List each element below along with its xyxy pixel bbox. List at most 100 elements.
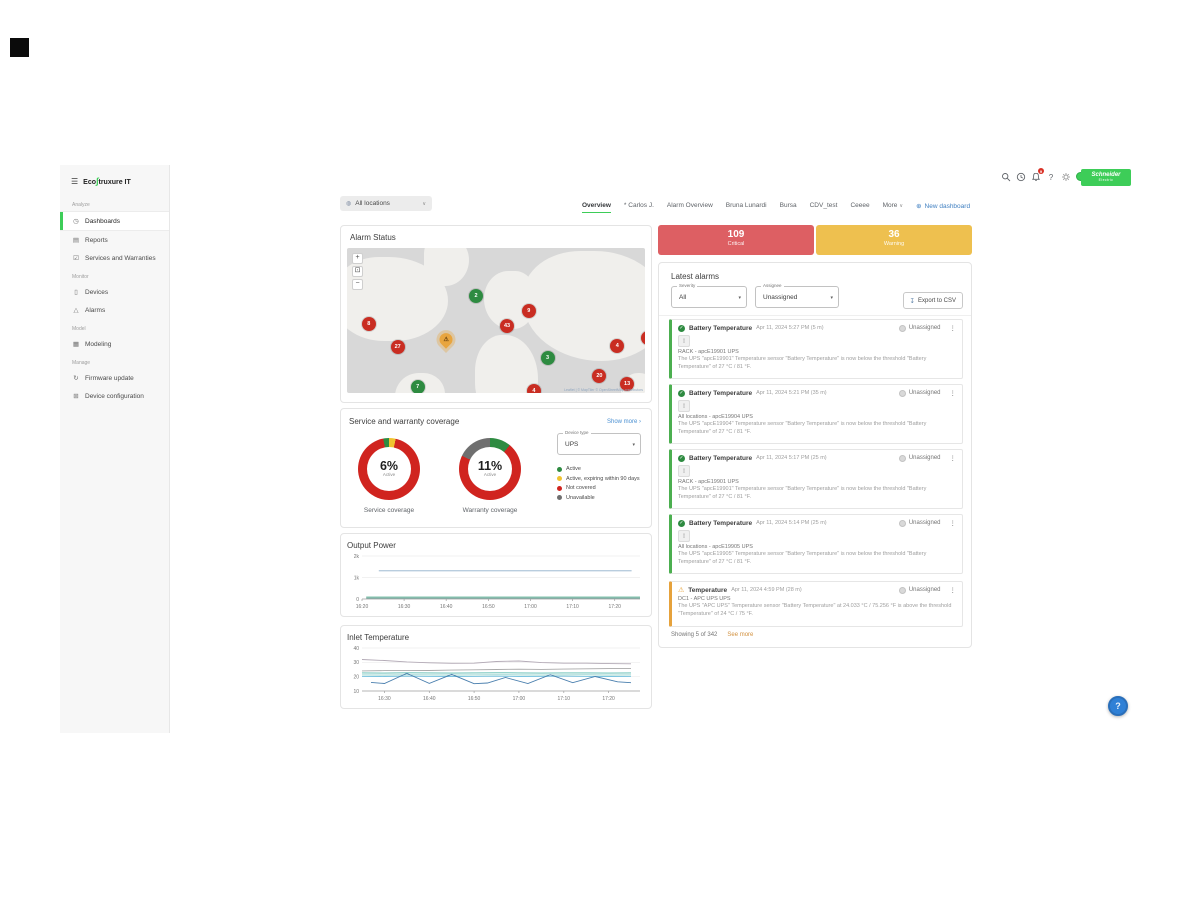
ecostruxure-logo: Eco∫truxure IT [83, 176, 131, 186]
devices-icon: ▯ [74, 289, 78, 296]
zoom-in-button[interactable]: + [352, 253, 363, 264]
tab-ceeee[interactable]: Ceeee [850, 202, 870, 209]
fit-bounds-button[interactable]: ⊡ [352, 266, 363, 277]
map-marker-critical[interactable]: 13 [620, 377, 635, 391]
warning-count-badge[interactable]: 36 Warning [816, 225, 972, 255]
legend-item-not-covered: Not covered [557, 485, 640, 491]
sidebar-item-alarms[interactable]: △ Alarms [60, 301, 169, 319]
critical-count-badge[interactable]: 109 Critical [658, 225, 814, 255]
floating-help-button[interactable]: ? [1108, 696, 1128, 716]
map-marker-normal[interactable]: 2 [469, 288, 484, 303]
device-thumbnail[interactable]: ▯ [678, 530, 690, 542]
history-icon[interactable] [1015, 171, 1026, 182]
tab-bursa[interactable]: Bursa [779, 202, 797, 209]
location-filter-dropdown[interactable]: ◍ All locations ∨ [340, 196, 432, 211]
download-icon: ↧ [909, 297, 915, 305]
chevron-down-icon: ▾ [830, 295, 833, 301]
more-options-icon[interactable]: ⋮ [949, 325, 957, 332]
more-options-icon[interactable]: ⋮ [949, 390, 957, 397]
tab-bruna-lunardi[interactable]: Bruna Lunardi [725, 202, 767, 209]
assignee-label: Unassigned [908, 455, 941, 461]
alarm-item[interactable]: ✓ Battery Temperature Apr 11, 2024 5:21 PM… [669, 384, 963, 444]
zoom-out-button[interactable]: − [352, 279, 363, 290]
coverage-legend: Active Active, expiring within 90 days Not… [557, 466, 640, 504]
more-options-icon[interactable]: ⋮ [949, 587, 957, 594]
warning-status-icon: ⚠ [678, 586, 685, 594]
settings-gear-icon[interactable] [1060, 171, 1071, 182]
help-icon[interactable]: ? [1045, 171, 1056, 182]
alarms-icon: △ [73, 307, 79, 314]
alarm-timestamp: Apr 11, 2024 5:17 PM (25 m) [756, 455, 827, 461]
alarm-timestamp: Apr 11, 2024 5:14 PM (25 m) [756, 520, 827, 526]
alarm-map[interactable]: + ⊡ − 8 27 7 ⚠ 2 43 9 3 4 20 13 4 Leaflet | © MapTile… [347, 248, 645, 393]
tab-cdv-test[interactable]: CDV_test [809, 202, 838, 209]
map-marker-normal[interactable]: 7 [410, 380, 425, 393]
map-marker-critical[interactable]: 8 [361, 316, 376, 331]
svg-text:17:20: 17:20 [608, 604, 621, 610]
map-marker-critical[interactable]: 27 [390, 340, 405, 355]
svg-text:16:50: 16:50 [468, 696, 481, 702]
hamburger-menu-icon[interactable]: ☰ [71, 176, 79, 186]
sidebar-section-label: Manage [72, 360, 91, 366]
tab-overview[interactable]: Overview [582, 202, 611, 213]
alarm-item[interactable]: ✓ Battery Temperature Apr 11, 2024 5:17 PM… [669, 449, 963, 509]
more-options-icon[interactable]: ⋮ [949, 455, 957, 462]
screenshot-artifact [10, 38, 29, 57]
showing-count-text: Showing 5 of 342 [671, 632, 718, 638]
new-dashboard-button[interactable]: ⊕ New dashboard [916, 202, 971, 211]
device-thumbnail[interactable]: ▯ [678, 465, 690, 477]
alarm-title: Battery Temperature [689, 389, 753, 397]
search-icon[interactable] [1000, 171, 1011, 182]
device-type-select[interactable]: Device type UPS ▾ [557, 430, 641, 455]
alarm-item[interactable]: ⚠ Temperature Apr 11, 2024 4:59 PM (28 m) U… [669, 581, 963, 627]
service-coverage-label: Service coverage [363, 507, 415, 514]
map-marker-normal[interactable]: 3 [540, 351, 555, 366]
show-more-link[interactable]: Show more › [606, 419, 641, 425]
map-marker-critical[interactable] [640, 330, 645, 345]
see-more-link[interactable]: See more [727, 632, 754, 638]
service-coverage-donut: 6% Active [358, 438, 420, 500]
export-to-csv-button[interactable]: ↧ Export to CSV [902, 292, 963, 309]
tab-alarm-overview[interactable]: Alarm Overview [666, 202, 713, 209]
sidebar-item-label: Firmware update [85, 374, 134, 382]
legend-dot [557, 476, 562, 481]
ecostruxure-it-app: ☰ Eco∫truxure IT Analyze ◷ Dashboards ▤ Repo… [60, 165, 1133, 733]
chevron-down-icon: ▾ [632, 442, 635, 448]
tab-carlos-j[interactable]: * Carlos J. [623, 202, 654, 209]
sidebar-item-dashboards[interactable]: ◷ Dashboards [60, 211, 169, 231]
sidebar-item-reports[interactable]: ▤ Reports [60, 231, 169, 249]
alarm-timestamp: Apr 11, 2024 4:59 PM (28 m) [731, 587, 802, 593]
tab-more[interactable]: More ∨ [882, 202, 904, 209]
sidebar-item-label: Dashboards [85, 217, 121, 225]
map-marker-critical[interactable]: 9 [521, 303, 536, 318]
svg-text:16:20: 16:20 [356, 604, 369, 610]
legend-item-active-expiring-within-90-days: Active, expiring within 90 days [557, 476, 640, 482]
sidebar-item-modeling[interactable]: ▦ Modeling [60, 335, 169, 353]
alarm-item[interactable]: ✓ Battery Temperature Apr 11, 2024 5:27 PM… [669, 319, 963, 379]
notifications-bell-icon[interactable]: 9 [1030, 168, 1044, 182]
device-thumbnail[interactable]: ▯ [678, 400, 690, 412]
alarm-location: All locations - apcE19904 UPS [678, 414, 753, 420]
dashboards-icon: ◷ [73, 218, 79, 225]
svg-text:2k: 2k [354, 554, 360, 560]
severity-filter-select[interactable]: Severity All ▾ [671, 283, 747, 308]
device-thumbnail[interactable]: ▯ [678, 335, 690, 347]
map-marker-warning[interactable]: ⚠ [437, 330, 456, 349]
map-marker-critical[interactable]: 4 [526, 383, 541, 393]
sidebar-item-firmware-update[interactable]: ↻ Firmware update [60, 369, 169, 387]
alarm-status-card: Alarm Status + ⊡ − 8 27 7 ⚠ 2 43 9 3 4 20 13 4 Leafle… [340, 225, 652, 403]
alarm-description: The UPS "apcE19904" Temperature sensor "… [678, 421, 927, 435]
svg-text:40: 40 [353, 646, 359, 652]
sidebar-item-devices[interactable]: ▯ Devices [60, 283, 169, 301]
svg-text:17:10: 17:10 [566, 604, 579, 610]
map-marker-critical[interactable]: 43 [500, 319, 515, 333]
alarm-location: All locations - apcE19905 UPS [678, 544, 753, 550]
map-marker-critical[interactable]: 4 [610, 339, 625, 354]
svg-text:17:00: 17:00 [524, 604, 537, 610]
map-marker-critical[interactable]: 20 [592, 369, 607, 384]
alarm-item[interactable]: ✓ Battery Temperature Apr 11, 2024 5:14 PM… [669, 514, 963, 574]
more-options-icon[interactable]: ⋮ [949, 520, 957, 527]
assignee-filter-select[interactable]: Assignee Unassigned ▾ [755, 283, 839, 308]
sidebar-item-device-configuration[interactable]: ⊞ Device configuration [60, 387, 169, 405]
sidebar-item-services-and-warranties[interactable]: ☑ Services and Warranties [60, 249, 169, 267]
